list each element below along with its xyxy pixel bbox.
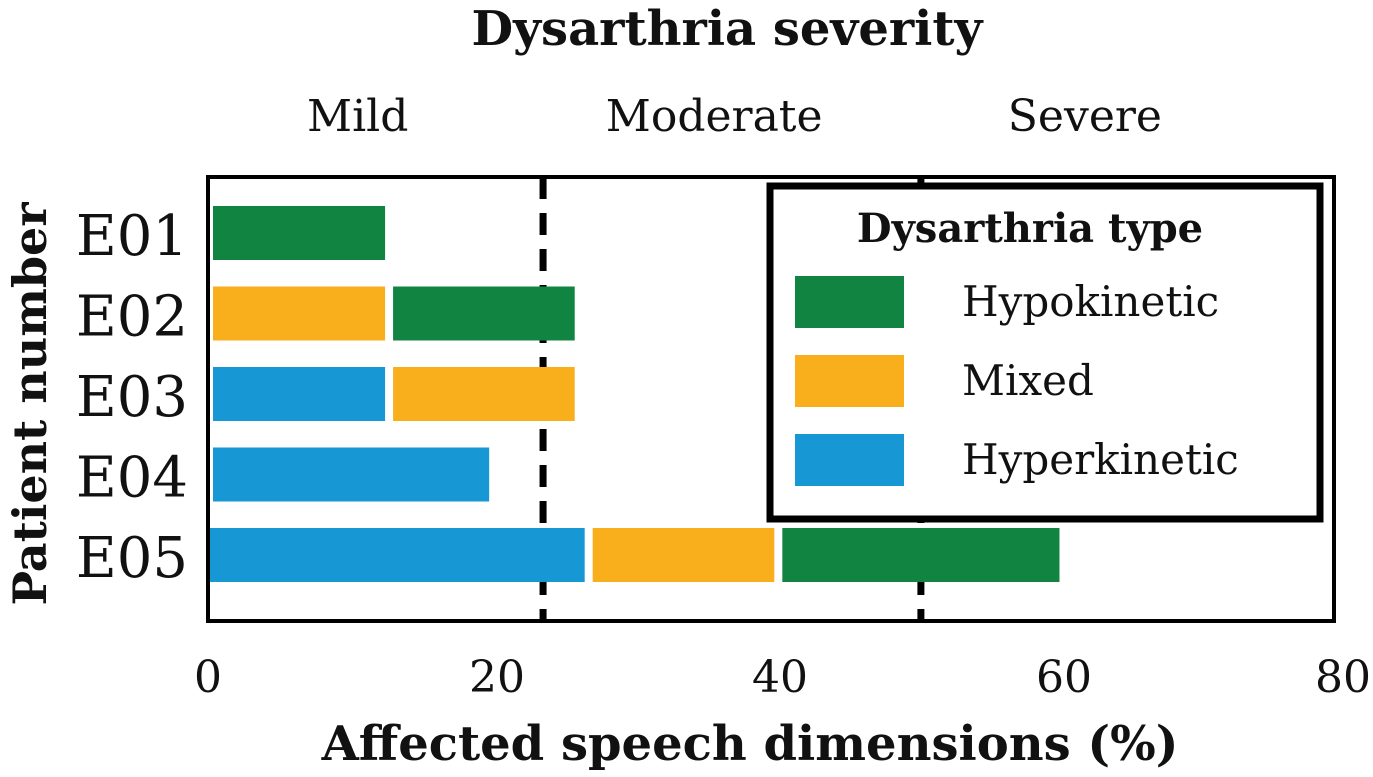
bar-segment-e03-mixed [393,367,575,421]
bar-segment-e03-hyperkinetic [213,367,386,421]
legend-swatch-mixed [795,355,904,407]
y-tick-labels: E01 E02 E03 E04 E05 [76,204,188,591]
y-tick-label: E02 [76,285,188,350]
x-tick-labels: 0 20 40 60 80 [194,652,1371,703]
bar-segment-e01-hypokinetic [213,206,386,260]
severity-labels: Mild Moderate Severe [307,91,1162,142]
x-tick-label: 20 [469,652,525,703]
legend-swatch-hyperkinetic [795,434,904,486]
legend-entries: Hypokinetic Mixed Hyperkinetic [795,276,1239,486]
legend-title: Dysarthria type [857,205,1203,252]
chart-title: Dysarthria severity [472,1,985,57]
y-axis-label: Patient number [3,202,57,606]
legend-label-mixed: Mixed [962,356,1094,405]
bar-segment-e04-hyperkinetic [213,447,490,502]
x-tick-label: 60 [1036,652,1092,703]
x-tick-label: 80 [1315,652,1371,703]
legend-label-hypokinetic: Hypokinetic [962,277,1219,326]
severity-label-moderate: Moderate [606,91,823,142]
bar-segment-e02-mixed [213,286,386,341]
y-tick-label: E01 [76,204,188,269]
bar-segment-e05-mixed [592,528,775,582]
legend-label-hyperkinetic: Hyperkinetic [962,435,1239,484]
bar-segment-e05-hyperkinetic [208,528,585,582]
bars [208,206,1060,582]
y-tick-label: E03 [76,365,188,430]
bar-segment-e05-hypokinetic [782,528,1060,582]
legend-swatch-hypokinetic [795,276,904,328]
x-tick-label: 40 [752,652,808,703]
severity-label-mild: Mild [307,91,408,142]
legend: Dysarthria type Hypokinetic Mixed Hyperkin… [766,182,1324,523]
x-tick-label: 0 [194,652,222,703]
y-tick-label: E04 [76,446,188,511]
y-tick-label: E05 [76,526,188,591]
severity-label-severe: Severe [1008,91,1162,142]
x-axis-label: Affected speech dimensions (%) [321,716,1179,772]
bar-segment-e02-hypokinetic [393,286,575,341]
plot-frame [206,175,1336,623]
